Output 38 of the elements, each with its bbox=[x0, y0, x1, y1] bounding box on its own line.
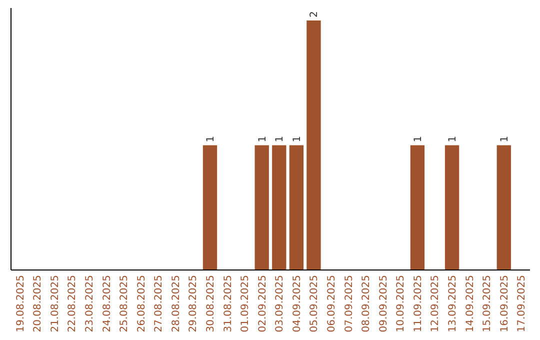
data-label: 1 bbox=[499, 136, 510, 142]
x-tick-label: 21.08.2025 bbox=[50, 275, 61, 332]
x-tick-label: 28.08.2025 bbox=[170, 275, 182, 332]
x-tick-label: 03.09.2025 bbox=[274, 275, 286, 332]
x-tick-label: 15.09.2025 bbox=[482, 275, 494, 332]
x-tick-label: 25.08.2025 bbox=[119, 275, 130, 332]
x-tick-label: 31.08.2025 bbox=[222, 275, 234, 332]
x-tick-label: 24.08.2025 bbox=[102, 275, 113, 332]
data-label: 1 bbox=[257, 136, 268, 142]
data-label: 1 bbox=[292, 136, 303, 142]
data-label: 1 bbox=[412, 136, 424, 142]
x-tick-label: 17.09.2025 bbox=[516, 275, 528, 332]
x-tick-label: 16.09.2025 bbox=[499, 275, 510, 332]
x-tick-label: 27.08.2025 bbox=[154, 275, 165, 332]
x-tick-label: 07.09.2025 bbox=[344, 275, 355, 332]
x-tick-label: 14.09.2025 bbox=[464, 275, 476, 332]
x-tick-label: 10.09.2025 bbox=[396, 275, 407, 332]
x-tick-label: 04.09.2025 bbox=[292, 275, 303, 332]
x-tick-label: 29.08.2025 bbox=[188, 275, 200, 332]
x-tick-label: 01.09.2025 bbox=[240, 275, 252, 332]
data-label: 1 bbox=[448, 136, 459, 142]
x-tick-label: 06.09.2025 bbox=[326, 275, 338, 332]
x-tick-label: 12.09.2025 bbox=[430, 275, 442, 332]
data-label: 1 bbox=[205, 136, 216, 142]
x-tick-label: 11.09.2025 bbox=[412, 275, 424, 332]
data-label: 2 bbox=[309, 11, 320, 18]
x-tick-label: 05.09.2025 bbox=[309, 275, 320, 332]
x-tick-label: 19.08.2025 bbox=[15, 275, 26, 332]
x-tick-label: 02.09.2025 bbox=[257, 275, 268, 332]
x-tick-label: 09.09.2025 bbox=[378, 275, 390, 332]
x-tick-label: 26.08.2025 bbox=[136, 275, 148, 332]
x-tick-label: 30.08.2025 bbox=[205, 275, 216, 332]
x-tick-label: 20.08.2025 bbox=[32, 275, 44, 332]
x-tick-label: 23.08.2025 bbox=[84, 275, 96, 332]
x-tick-label: 13.09.2025 bbox=[448, 275, 459, 332]
data-label: 1 bbox=[274, 136, 286, 142]
x-tick-label: 08.09.2025 bbox=[361, 275, 372, 332]
x-tick-label: 22.08.2025 bbox=[67, 275, 78, 332]
